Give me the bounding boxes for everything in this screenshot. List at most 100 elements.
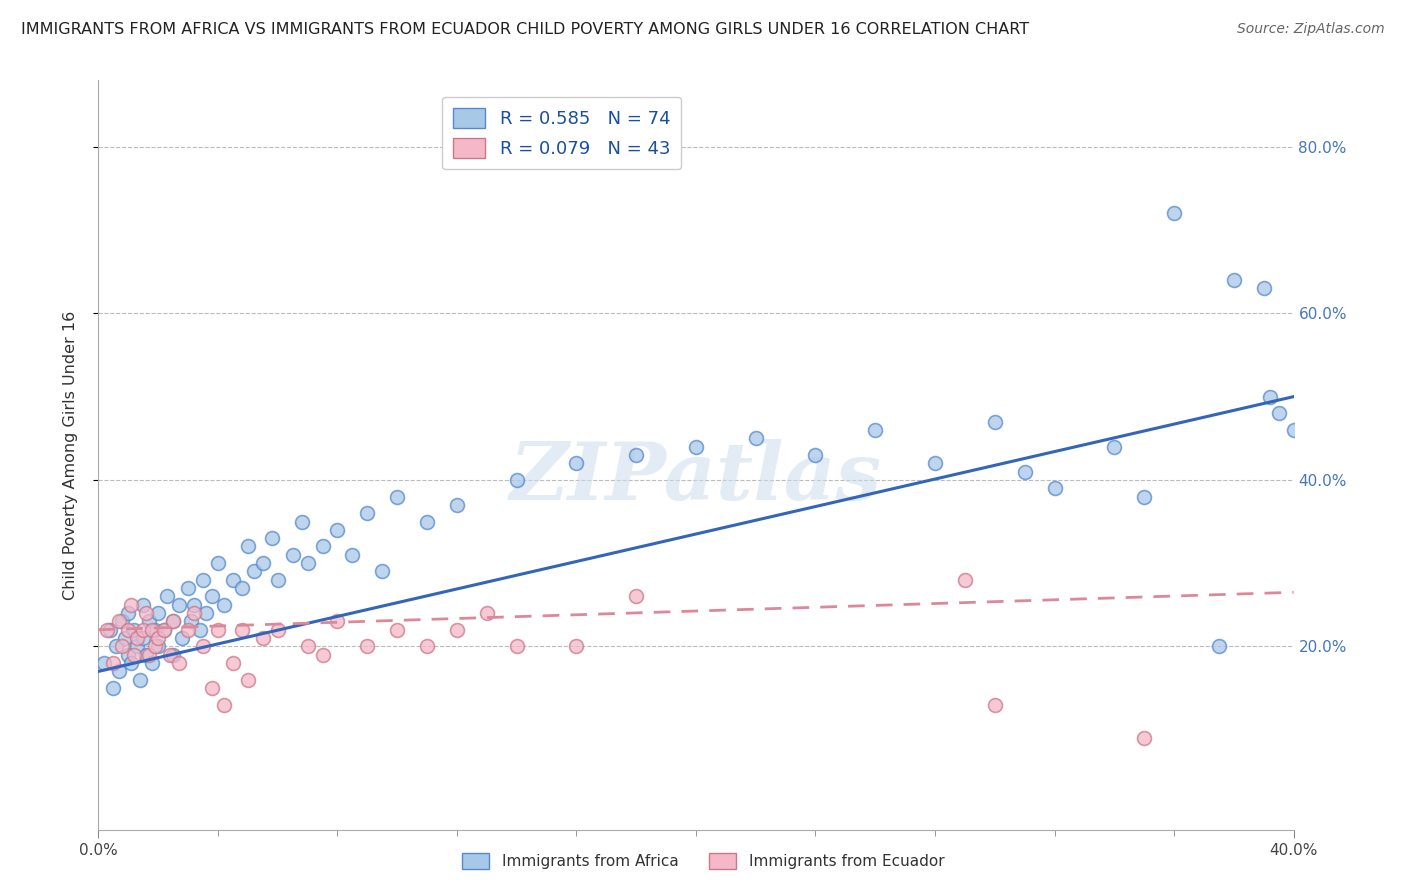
Point (267, 623, 290, 637)
Point (236, 540, 259, 554)
Point (626, 590, 648, 604)
Point (201, 681, 224, 695)
Legend: Immigrants from Africa, Immigrants from Ecuador: Immigrants from Africa, Immigrants from … (456, 847, 950, 875)
Point (117, 606, 139, 620)
Point (191, 640, 214, 654)
Point (159, 648, 181, 662)
Text: IMMIGRANTS FROM AFRICA VS IMMIGRANTS FROM ECUADOR CHILD POVERTY AMONG GIRLS UNDE: IMMIGRANTS FROM AFRICA VS IMMIGRANTS FRO… (21, 22, 1029, 37)
Point (103, 656, 125, 670)
Point (135, 648, 157, 662)
Point (984, 415, 1007, 429)
Point (311, 648, 333, 662)
Point (167, 656, 190, 670)
Point (356, 506, 378, 520)
Point (120, 598, 142, 612)
Point (153, 623, 176, 637)
Point (243, 565, 266, 579)
Point (162, 648, 184, 662)
Point (132, 631, 155, 645)
Point (260, 531, 283, 545)
Point (141, 656, 163, 670)
Point (183, 606, 205, 620)
Point (416, 640, 439, 654)
Point (297, 640, 319, 654)
Point (291, 515, 314, 529)
Point (138, 615, 160, 629)
Point (141, 623, 163, 637)
Point (207, 556, 229, 570)
Point (103, 681, 125, 695)
Point (129, 673, 152, 687)
Point (326, 523, 349, 537)
Point (1258, 390, 1281, 404)
Point (120, 656, 142, 670)
Point (96, 623, 118, 637)
Point (1043, 481, 1066, 495)
Point (984, 698, 1007, 712)
Point (117, 623, 139, 637)
Point (108, 615, 131, 629)
Point (267, 573, 290, 587)
Point (281, 548, 304, 562)
Point (506, 473, 529, 487)
Point (201, 590, 224, 604)
Point (177, 623, 200, 637)
Point (475, 606, 498, 620)
Point (153, 623, 176, 637)
Point (127, 640, 149, 654)
Point (1014, 465, 1036, 479)
Point (865, 423, 887, 437)
Point (236, 673, 259, 687)
Point (326, 615, 349, 629)
Point (626, 448, 648, 462)
Point (212, 598, 235, 612)
Point (252, 556, 274, 570)
Point (124, 648, 146, 662)
Point (342, 548, 364, 562)
Point (1133, 490, 1156, 504)
Point (212, 698, 235, 712)
Point (111, 640, 134, 654)
Point (1208, 640, 1230, 654)
Point (416, 515, 439, 529)
Point (108, 665, 131, 679)
Point (124, 623, 146, 637)
Point (1133, 731, 1156, 745)
Legend: R = 0.585   N = 74, R = 0.079   N = 43: R = 0.585 N = 74, R = 0.079 N = 43 (441, 97, 682, 169)
Point (207, 623, 229, 637)
Point (191, 573, 214, 587)
Point (297, 556, 319, 570)
Point (117, 648, 139, 662)
Point (804, 448, 827, 462)
Point (311, 540, 333, 554)
Point (143, 623, 166, 637)
Point (446, 498, 468, 512)
Point (177, 581, 200, 595)
Point (385, 490, 409, 504)
Point (111, 615, 134, 629)
Point (222, 573, 245, 587)
Point (1282, 423, 1305, 437)
Point (1163, 206, 1185, 220)
Point (446, 623, 468, 637)
Point (93, 656, 115, 670)
Point (167, 598, 190, 612)
Point (156, 590, 179, 604)
Point (252, 631, 274, 645)
Point (506, 640, 529, 654)
Point (924, 456, 946, 470)
Point (188, 623, 211, 637)
Point (127, 631, 149, 645)
Text: Source: ZipAtlas.com: Source: ZipAtlas.com (1237, 22, 1385, 37)
Point (1223, 273, 1246, 287)
Point (371, 565, 394, 579)
Point (132, 623, 155, 637)
Point (1253, 281, 1275, 295)
Point (105, 640, 128, 654)
Point (162, 615, 184, 629)
Point (183, 598, 205, 612)
Point (195, 606, 218, 620)
Point (565, 456, 588, 470)
Text: ZIPatlas: ZIPatlas (510, 439, 882, 516)
Point (565, 640, 588, 654)
